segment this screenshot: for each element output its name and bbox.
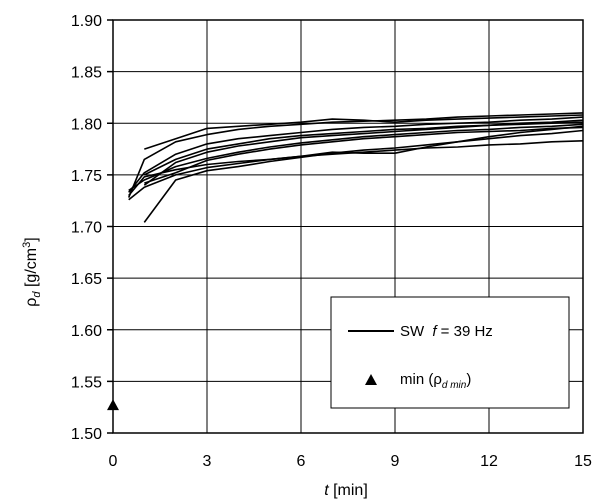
y-axis-label: ρd [g/cm3] [21, 237, 43, 306]
y-tick-label: 1.80 [71, 116, 102, 133]
legend-box [330, 296, 570, 409]
legend-line-italic: f [432, 323, 438, 340]
x-tick-label: 15 [574, 453, 592, 470]
legend-marker-subscript: d min [442, 380, 467, 391]
series-line-6 [143, 129, 584, 223]
y-tick-label: 1.65 [71, 271, 102, 288]
legend-line-suffix: = 39 Hz [437, 323, 493, 340]
series-line-9 [143, 119, 584, 176]
legend-marker-label: min (ρd min) [400, 371, 471, 391]
y-tick-label: 1.60 [71, 323, 102, 340]
x-tick-label: 9 [391, 453, 400, 470]
x-axis-label: t [min] [324, 482, 368, 499]
legend-triangle-swatch [365, 374, 377, 385]
y-tick-label: 1.70 [71, 220, 102, 237]
y-tick-label: 1.55 [71, 374, 102, 391]
series-line-3 [128, 116, 584, 193]
series-line-8 [128, 140, 584, 201]
x-tick-labels: 0 3 6 9 12 15 [109, 453, 592, 470]
y-tick-label: 1.50 [71, 426, 102, 443]
series-line-2 [144, 114, 584, 150]
y-tick-label: 1.85 [71, 65, 102, 82]
legend-marker-prefix: min (ρ [400, 371, 442, 388]
y-tick-labels: 1.50 1.55 1.60 1.65 1.70 1.75 1.80 1.85 1.90 [71, 13, 102, 443]
series-line-1 [127, 112, 584, 198]
x-tick-label: 0 [109, 453, 118, 470]
legend-marker-suffix: ) [466, 371, 471, 388]
series-line-10 [144, 126, 584, 184]
x-tick-label: 3 [203, 453, 212, 470]
x-tick-label: 12 [480, 453, 498, 470]
series-group [127, 112, 584, 223]
x-tick-label: 6 [297, 453, 306, 470]
plot-frame [112, 19, 584, 434]
series-line-5 [128, 123, 584, 192]
y-tick-label: 1.75 [71, 168, 102, 185]
legend-line-label: SW f = 39 Hz [400, 323, 493, 340]
legend: SW f = 39 Hz min (ρd min) [330, 296, 570, 409]
legend-line-prefix: SW [400, 323, 425, 340]
y-tick-label: 1.90 [71, 13, 102, 30]
